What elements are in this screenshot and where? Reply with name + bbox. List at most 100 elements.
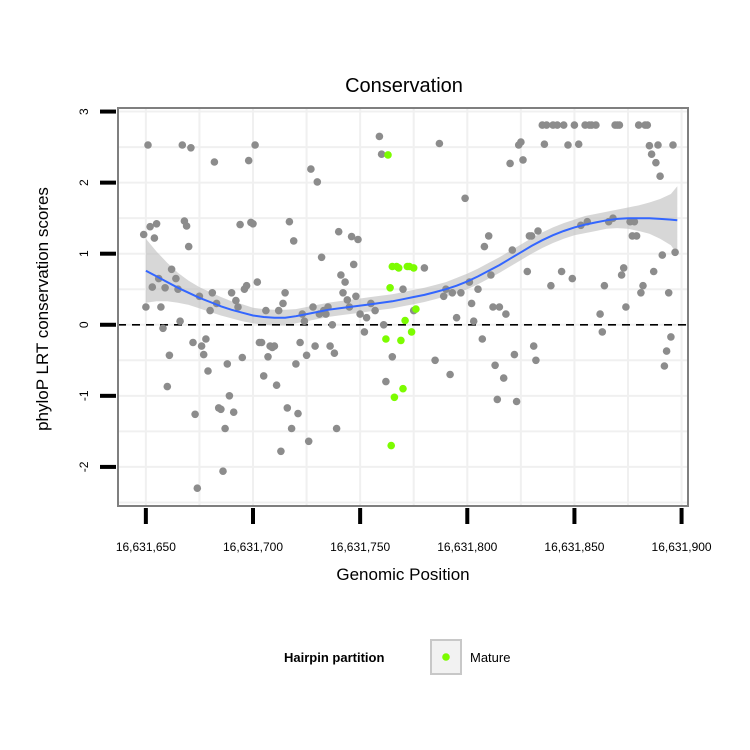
data-point (467, 299, 476, 308)
data-point (489, 303, 497, 311)
data-point (157, 303, 165, 311)
data-point (639, 281, 647, 290)
data-point (388, 353, 397, 361)
data-point (474, 285, 482, 294)
y-tick-label: 2 (77, 179, 91, 186)
plot-panel (117, 107, 689, 507)
data-point (643, 121, 652, 129)
data-point (512, 397, 521, 406)
data-point (435, 139, 444, 148)
data-point (197, 342, 206, 350)
x-tick-label: 16,631,850 (544, 540, 604, 554)
data-point (270, 342, 279, 350)
data-point (189, 338, 197, 347)
data-point (534, 227, 542, 235)
data-point (637, 289, 645, 297)
data-point (227, 289, 236, 297)
data-point (163, 382, 172, 391)
data-point (219, 467, 227, 476)
data-point (652, 158, 660, 167)
data-point (510, 350, 519, 359)
data-point (296, 338, 304, 347)
data-point (191, 410, 199, 419)
data-point-mature (397, 336, 405, 345)
data-point (217, 405, 225, 414)
x-tick-label: 16,631,700 (223, 540, 283, 554)
data-point (326, 342, 334, 350)
data-point (317, 253, 326, 262)
data-point (617, 271, 626, 279)
data-point (332, 424, 341, 433)
data-point (225, 392, 234, 400)
data-point (152, 220, 161, 228)
data-point (399, 285, 407, 294)
data-point (487, 271, 495, 279)
data-point-mature (386, 284, 394, 292)
data-point (506, 159, 514, 168)
data-point (619, 264, 628, 272)
data-point (210, 158, 219, 166)
data-point (574, 140, 583, 148)
data-point (341, 278, 349, 286)
data-point (671, 248, 679, 257)
data-point (328, 321, 337, 329)
data-point-mature (409, 264, 418, 272)
data-point (264, 353, 272, 361)
data-point (347, 232, 356, 241)
data-point-mature (401, 316, 409, 325)
data-point (139, 230, 148, 239)
data-point (662, 347, 671, 355)
data-point (615, 121, 624, 129)
data-point (431, 356, 439, 365)
data-point (274, 306, 283, 315)
data-point (165, 351, 174, 360)
data-point (337, 271, 345, 279)
data-point-mature (382, 335, 390, 343)
data-point (519, 156, 527, 164)
y-axis: -2 -1 0 1 2 3 (77, 108, 116, 472)
data-point (446, 370, 454, 379)
data-point (343, 296, 352, 304)
data-point (144, 141, 152, 149)
data-point (570, 121, 579, 129)
data-point (238, 353, 247, 362)
data-point (527, 232, 536, 240)
data-point (523, 267, 532, 276)
data-point (557, 267, 566, 276)
smooth-line (145, 217, 678, 319)
data-point-mature (394, 264, 403, 272)
data-point (654, 141, 662, 149)
y-tick-label: -1 (77, 390, 91, 401)
data-point (371, 306, 379, 315)
data-point (167, 265, 176, 274)
data-point (199, 350, 208, 359)
data-point (148, 283, 157, 291)
data-point (208, 289, 217, 297)
data-point (229, 408, 238, 417)
y-tick-label: -2 (77, 461, 91, 472)
data-point (375, 132, 384, 141)
data-point (645, 141, 654, 150)
data-point (182, 222, 191, 230)
data-point (542, 121, 551, 129)
data-point (664, 289, 673, 297)
data-point (362, 313, 371, 322)
data-point (660, 362, 669, 370)
data-point (630, 217, 639, 226)
data-point (309, 303, 317, 311)
data-point (600, 281, 609, 290)
data-point (495, 303, 504, 311)
data-point (281, 289, 289, 297)
data-point (592, 121, 600, 129)
y-tick-label: 3 (77, 108, 91, 115)
data-point (289, 237, 298, 245)
data-point (349, 260, 358, 269)
data-point (334, 227, 343, 236)
data-point (257, 338, 266, 347)
data-point (172, 274, 180, 283)
x-tick-label: 16,631,650 (116, 540, 176, 554)
data-point (502, 310, 510, 318)
data-point (448, 289, 457, 297)
data-point (439, 292, 448, 301)
